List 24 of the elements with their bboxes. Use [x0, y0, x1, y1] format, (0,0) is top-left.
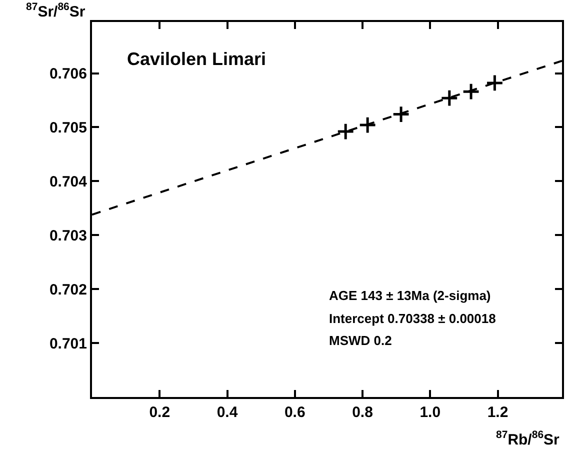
y-tick-label: 0.701 [49, 335, 87, 352]
y-tick-label: 0.702 [49, 281, 87, 298]
annotation: AGE 143 ± 13Ma (2-sigma) [329, 288, 491, 303]
point [486, 74, 504, 92]
point [358, 116, 377, 134]
point [440, 89, 458, 108]
y-tick-label: 0.706 [49, 66, 87, 83]
x-tick-label: 1.2 [487, 404, 508, 421]
y-axis-title: $^{87}$Sr/$^{86}$Sr [26, 1, 86, 20]
x-tick-label: 1.0 [420, 404, 441, 421]
x-tick-label: 0.6 [284, 404, 306, 421]
annotation: Intercept 0.70338 ± 0.00018 [329, 311, 496, 326]
text: Cavilolen Limari [127, 49, 266, 69]
y-tick-label: 0.704 [49, 173, 88, 190]
point [462, 82, 480, 101]
x-tick-label: 0.4 [216, 404, 238, 421]
annotation: MSWD 0.2 [329, 333, 392, 348]
y-tick-label: 0.703 [49, 227, 87, 244]
point [392, 105, 410, 124]
x-axis-title: $^{87}$Rb/$^{86}$Sr [496, 429, 560, 448]
point [336, 122, 355, 140]
y-tick-label: 0.705 [49, 119, 87, 136]
x-tick-label: 0.8 [352, 404, 373, 421]
x-tick-label: 0.2 [149, 404, 170, 421]
